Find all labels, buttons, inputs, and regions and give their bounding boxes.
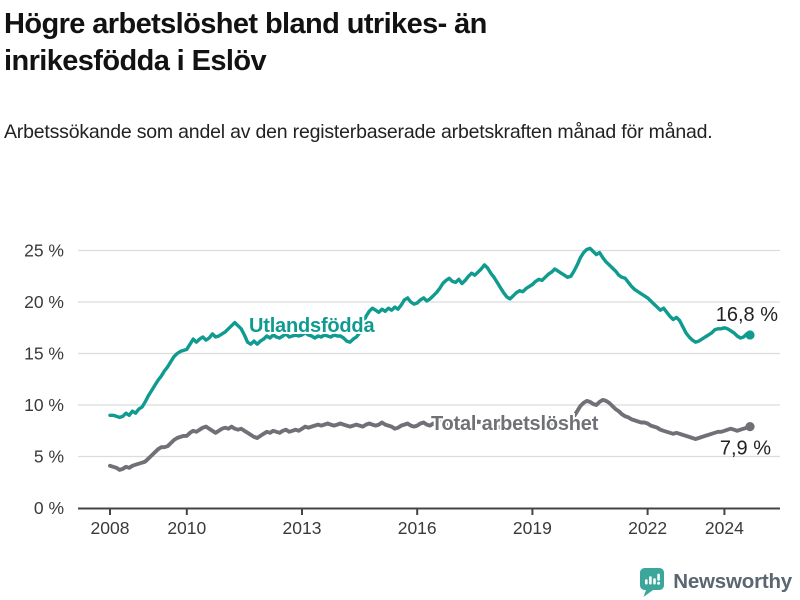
- title-line-1: Högre arbetslöshet bland utrikes- än: [4, 8, 487, 40]
- x-axis-label: 2008: [91, 518, 130, 538]
- x-axis-label: 2010: [167, 518, 206, 538]
- series-label-utlandsfodda: Utlandsfödda: [249, 315, 375, 337]
- newsworthy-branding: Newsworthy: [638, 566, 792, 597]
- unemployment-line-chart: 2008 2010 2013 2016 2019 2022 2024 0 % 5 % 10 % 15…: [24, 241, 780, 538]
- end-value-label: 16,8 %: [716, 304, 778, 326]
- x-axis-label: 2024: [705, 518, 744, 538]
- newsworthy-logo-icon: [640, 568, 665, 597]
- end-value-label: 7,9 %: [720, 438, 771, 460]
- x-axis-label: 2013: [283, 518, 322, 538]
- newsworthy-wordmark: Newsworthy: [673, 569, 792, 593]
- y-axis-label: 0 %: [34, 498, 64, 518]
- y-axis-label: 15 %: [24, 344, 64, 364]
- endpoint-dot: [745, 330, 755, 340]
- series-label-total: Total arbetslöshet: [431, 413, 599, 435]
- x-axis-label: 2016: [398, 518, 437, 538]
- title-line-2: inrikesfödda i Eslöv: [4, 45, 267, 77]
- series-line-utlandsfodda: [108, 246, 752, 420]
- y-axis-label: 10 %: [24, 395, 64, 415]
- x-axis-label: 2022: [628, 518, 667, 538]
- y-axis-label: 5 %: [34, 447, 64, 467]
- y-axis-label: 20 %: [24, 292, 64, 312]
- series-line-total: [108, 397, 752, 472]
- x-axis-label: 2019: [513, 518, 552, 538]
- endpoint-dot: [745, 422, 755, 432]
- chart-subtitle: Arbetssökande som andel av den registerb…: [4, 121, 713, 143]
- y-axis-label: 25 %: [24, 241, 64, 261]
- page-title: Högre arbetslöshet bland utrikes- än inr…: [4, 6, 784, 80]
